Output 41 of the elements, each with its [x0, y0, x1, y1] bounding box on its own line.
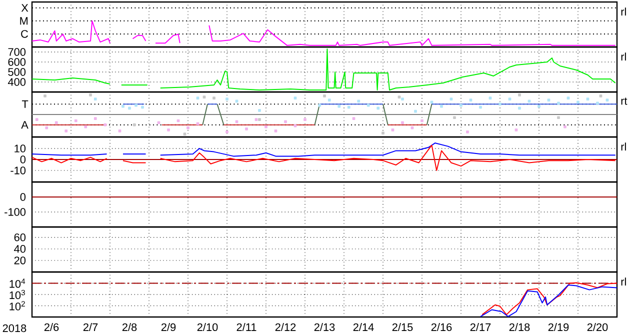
y-tick-label: 10$^{3}$	[10, 290, 25, 300]
y-tick-label: 700	[8, 48, 26, 56]
y-tick-label: 10	[14, 144, 26, 152]
y-tick-label: 0	[20, 156, 26, 164]
y-tick-label: 500	[8, 68, 26, 76]
y-tick-label: 40	[14, 245, 26, 253]
x-tick-label: 2/20	[587, 323, 608, 332]
x-tick-label: 2/10	[197, 323, 218, 332]
x-tick-label: 2/14	[353, 323, 374, 332]
y-tick-label: 10$^{2}$	[10, 301, 25, 310]
text: rl	[621, 52, 626, 61]
x-tick-label: 2/7	[83, 323, 98, 332]
y-tick-label: 10$^{4}$	[10, 278, 26, 288]
x-tick-label: 2/9	[161, 323, 176, 332]
y-tick-label: 0	[20, 193, 26, 201]
text: rl	[621, 8, 626, 16]
ref-line-label: X	[21, 4, 28, 12]
x-axis-title: 2018	[2, 324, 26, 332]
x-tick-label: 2/18	[509, 323, 530, 332]
x-tick-label: 2/8	[122, 323, 137, 332]
x-tick-label: 2/17	[470, 323, 491, 332]
ref-line-label: C	[21, 30, 28, 38]
y-tick-label: 60	[14, 234, 26, 242]
x-tick-label: 2/16	[431, 323, 452, 332]
y-tick-label: 600	[8, 58, 26, 66]
ref-line-label: A	[21, 121, 28, 129]
y-tick-label: -100	[4, 208, 26, 216]
x-tick-label: 2/15	[392, 323, 413, 332]
x-tick-label: 2/12	[275, 323, 296, 332]
x-tick-label: 2/11	[236, 323, 256, 332]
y-tick-label: 20	[14, 256, 26, 264]
ref-line-label: M	[20, 17, 28, 25]
text: rl	[621, 142, 626, 151]
y-tick-label: 400	[8, 78, 26, 86]
y-tick-label: -10	[10, 166, 26, 174]
ref-line-label: T	[22, 100, 28, 108]
x-tick-label: 2/13	[314, 323, 335, 332]
text: rl	[621, 278, 626, 286]
x-tick-label: 2/19	[548, 323, 569, 332]
x-tick-label: 2/6	[44, 323, 59, 332]
text: rt	[621, 98, 628, 105]
